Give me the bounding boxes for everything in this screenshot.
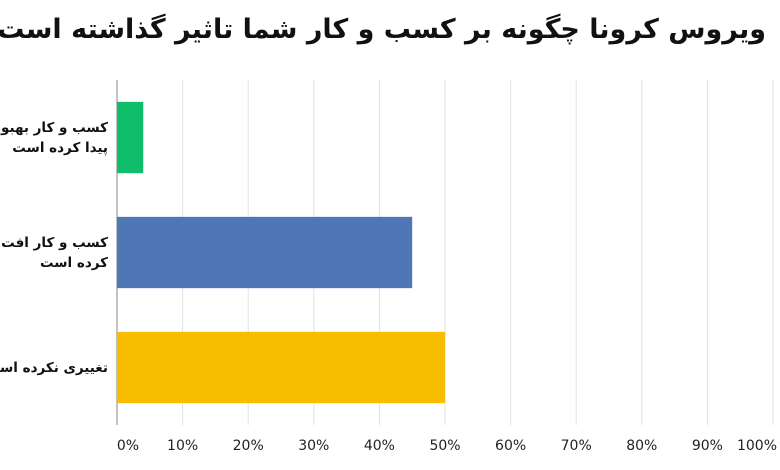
bar [117, 101, 144, 174]
x-tick-label: 80% [626, 438, 658, 454]
chart-title: ویروس کرونا چگونه بر کسب و کار شما تاثیر… [0, 14, 766, 45]
x-tick-label: 10% [167, 438, 199, 454]
category-label-line: تغییری نکرده است [0, 359, 108, 376]
category-label-line: پیدا کرده است [12, 139, 108, 156]
bar [117, 331, 445, 404]
x-tick-label: 70% [560, 438, 592, 454]
x-tick-label: 50% [429, 438, 461, 454]
x-tick-label: 0% [116, 438, 140, 454]
x-tick-label: 100% [736, 438, 778, 454]
category-label-line: کسب و کار بهبود [0, 119, 108, 136]
x-tick-label: 30% [298, 438, 330, 454]
category-label: تغییری نکرده است [0, 358, 108, 378]
category-label: کسب و کار بهبود پیدا کرده است [0, 118, 108, 158]
x-tick-label: 40% [363, 438, 395, 454]
x-tick-label: 20% [232, 438, 264, 454]
category-label-line: کرده است [39, 254, 108, 271]
x-tick-label: 60% [495, 438, 527, 454]
x-tick-label: 90% [691, 438, 723, 454]
category-label-line: کسب و کار افت پیدا [0, 234, 108, 251]
bar [117, 216, 413, 289]
category-label: کسب و کار افت پیدا کرده است [0, 233, 108, 273]
